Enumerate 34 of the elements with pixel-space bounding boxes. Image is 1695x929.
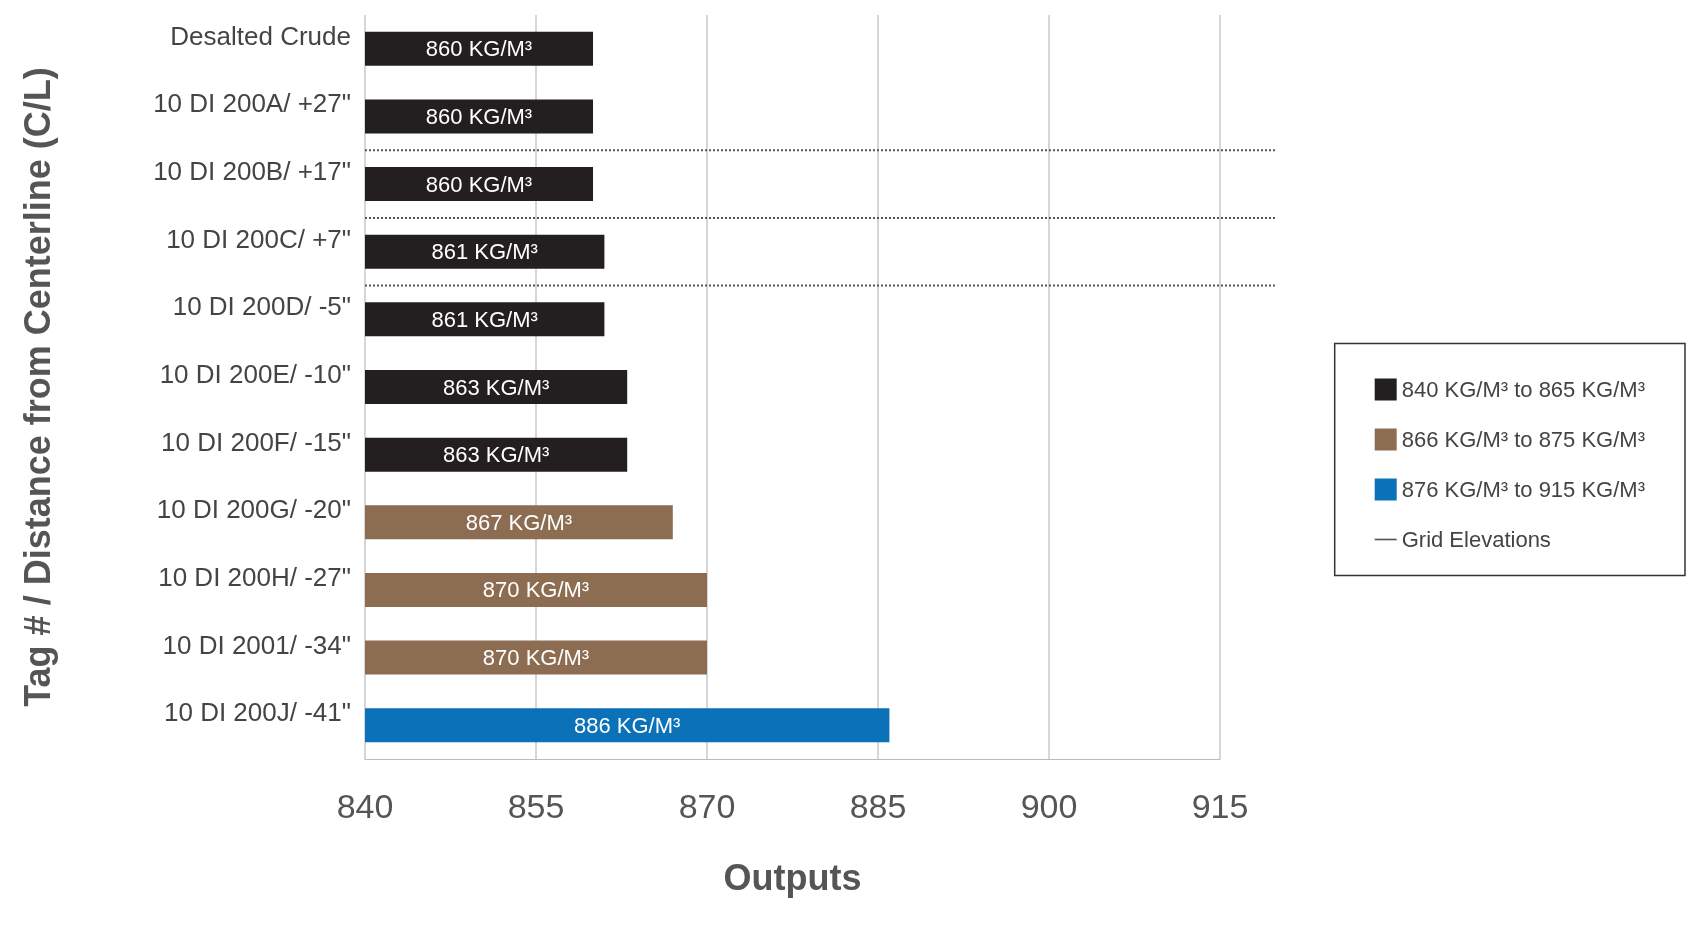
data-label: 860 KG/M³ — [425, 36, 533, 62]
legend-label: 876 KG/M³ to 915 KG/M³ — [1401, 477, 1645, 502]
data-label: 863 KG/M³ — [442, 442, 550, 468]
x-tick-label: 900 — [1020, 787, 1078, 825]
data-label: 863 KG/M³ — [442, 374, 550, 400]
data-label: 860 KG/M³ — [425, 171, 533, 197]
legend-label: 866 KG/M³ to 875 KG/M³ — [1401, 427, 1645, 452]
y-tick-label: 10 DI 200D/ -5" — [172, 291, 351, 322]
x-tick-label: 915 — [1191, 787, 1249, 825]
data-label: 860 KG/M³ — [425, 103, 533, 129]
data-label: 886 KG/M³ — [574, 712, 681, 738]
y-axis-title: Tag # / Distance from Centerline (C/L) — [16, 67, 58, 707]
x-tick-label: 870 — [678, 787, 736, 825]
y-tick-label: 10 DI 200A/ +27" — [153, 88, 351, 119]
y-tick-label: Desalted Crude — [170, 20, 351, 51]
y-tick-label: 10 DI 2001/ -34" — [162, 629, 351, 660]
legend-label: 840 KG/M³ to 865 KG/M³ — [1401, 377, 1645, 402]
y-tick-label: 10 DI 200G/ -20" — [156, 494, 351, 525]
x-tick-label: 885 — [849, 787, 907, 825]
data-label: 867 KG/M³ — [465, 509, 573, 535]
y-tick-label: 10 DI 200C/ +7" — [166, 223, 351, 254]
data-label: 870 KG/M³ — [482, 645, 590, 671]
y-tick-label: 10 DI 200F/ -15" — [161, 426, 351, 457]
text: Grid Elevations — [1401, 527, 1551, 552]
x-tick-label: 855 — [507, 787, 565, 825]
x-tick-label: 840 — [336, 787, 394, 825]
y-tick-label: 10 DI 200B/ +17" — [153, 156, 351, 187]
y-tick-label: 10 DI 200J/ -41" — [163, 697, 351, 728]
data-label: 870 KG/M³ — [482, 577, 590, 603]
y-tick-label: 10 DI 200E/ -10" — [159, 359, 351, 389]
data-label: 861 KG/M³ — [431, 239, 538, 265]
x-axis-title: Outputs — [723, 856, 862, 898]
y-tick-label: 10 DI 200H/ -27" — [158, 561, 351, 592]
data-label: 861 KG/M³ — [431, 306, 538, 332]
